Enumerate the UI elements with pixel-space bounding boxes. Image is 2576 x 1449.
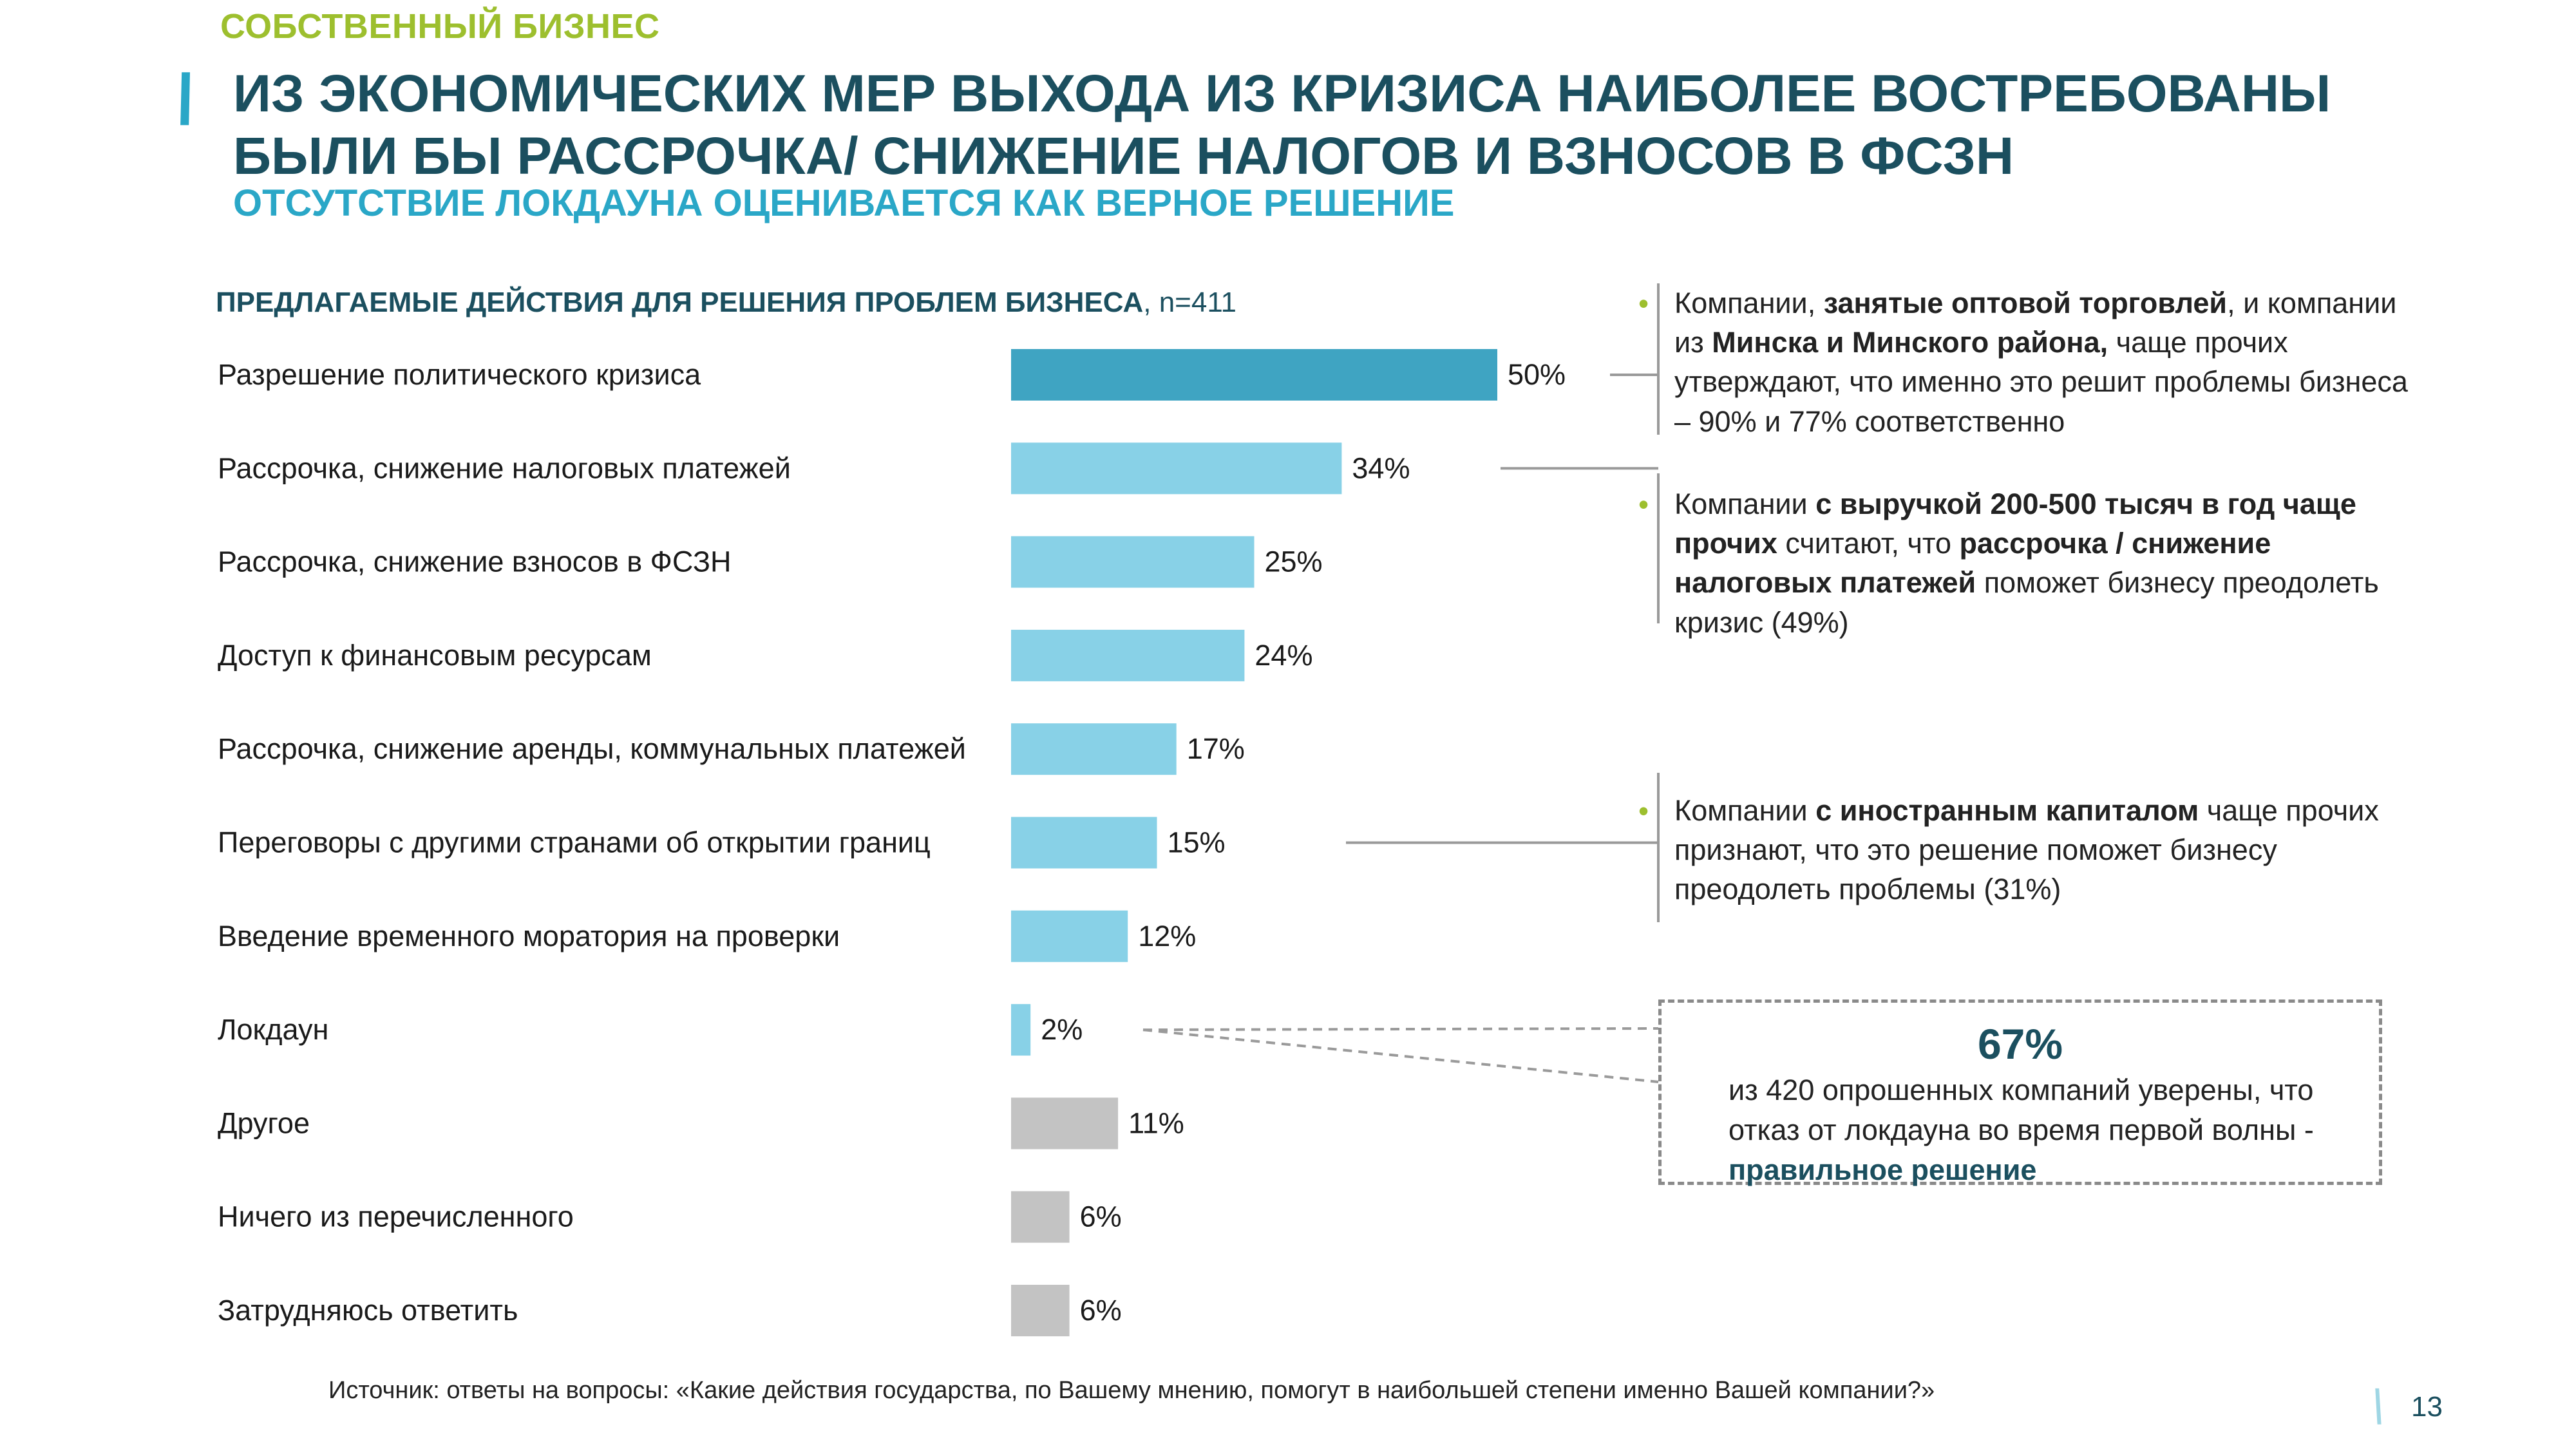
annotation-emphasis: с иностранным капиталом bbox=[1815, 794, 2199, 827]
category-label: Рассрочка, снижение налоговых платежей bbox=[218, 451, 791, 484]
chart-bars: Разрешение политического кризиса 50% Расср… bbox=[218, 349, 1566, 1336]
category-label: Рассрочка, снижение аренды, коммунальных… bbox=[218, 732, 966, 765]
callout-pointer bbox=[1142, 1027, 1659, 1032]
annotation-emphasis: с выручкой 200-500 тысяч в год чаще проч… bbox=[1674, 488, 2356, 560]
bullet-dot: • bbox=[1638, 488, 1649, 521]
annotation-bullet-2: • Компании с выручкой 200-500 тысяч в год… bbox=[1638, 484, 2415, 642]
page-title: ИЗ ЭКОНОМИЧЕСКИХ МЕР ВЫХОДА ИЗ КРИЗИСА Н… bbox=[233, 64, 2331, 185]
data-label: 6% bbox=[1080, 1200, 1122, 1233]
category-label: Рассрочка, снижение взносов в ФСЗН bbox=[218, 545, 732, 578]
source-note: Источник: ответы на вопросы: «Какие дейс… bbox=[328, 1377, 1935, 1404]
bar bbox=[1011, 536, 1255, 588]
annotation-connectors bbox=[1142, 283, 1660, 1083]
category-label: Ничего из перечисленного bbox=[218, 1200, 574, 1233]
annotation-bullet-1: • Компании, занятые оптовой торговлей, и … bbox=[1638, 283, 2415, 441]
annotation-text: Компании bbox=[1674, 488, 1816, 520]
chart-heading-text: ПРЕДЛАГАЕМЫЕ ДЕЙСТВИЯ ДЛЯ РЕШЕНИЯ ПРОБЛЕ… bbox=[216, 287, 1144, 318]
bar bbox=[1011, 817, 1157, 869]
data-label: 15% bbox=[1168, 826, 1226, 859]
category-label: Разрешение политического кризиса bbox=[218, 358, 701, 391]
bullet-dot: • bbox=[1638, 287, 1649, 320]
callout-pointer bbox=[1142, 1028, 1659, 1083]
data-label: 6% bbox=[1080, 1294, 1122, 1327]
data-label: 11% bbox=[1128, 1106, 1184, 1139]
category-label: Другое bbox=[218, 1106, 310, 1139]
chart-heading: ПРЕДЛАГАЕМЫЕ ДЕЙСТВИЯ ДЛЯ РЕШЕНИЯ ПРОБЛЕ… bbox=[216, 287, 1236, 319]
data-label: 2% bbox=[1041, 1013, 1083, 1046]
category-label: Затрудняюсь ответить bbox=[218, 1294, 518, 1327]
lockdown-callout-box: 67% из 420 опрошенных компаний уверены, … bbox=[1658, 999, 2382, 1186]
annotation-emphasis: рассрочка / снижение налоговых платежей bbox=[1674, 527, 2271, 600]
category-label: Локдаун bbox=[218, 1013, 328, 1046]
data-label: 25% bbox=[1265, 545, 1323, 578]
callout-text-body: из 420 опрошенных компаний уверены, что … bbox=[1728, 1074, 2314, 1147]
category-label: Доступ к финансовым ресурсам bbox=[218, 639, 652, 672]
data-label: 17% bbox=[1187, 732, 1245, 765]
annotation-text: Компании bbox=[1674, 794, 1816, 827]
annotation-text: считают, что bbox=[1777, 527, 1960, 560]
bar bbox=[1011, 910, 1128, 962]
bar bbox=[1011, 349, 1497, 401]
annotation-text: поможет бизнесу преодолеть кризис (49%) bbox=[1674, 566, 2379, 639]
data-label: 12% bbox=[1138, 920, 1196, 952]
category-label: Переговоры с другими странами об открыти… bbox=[218, 826, 931, 859]
annotation-text: , и компании из bbox=[1674, 287, 2397, 359]
annotation-emphasis: Минска и Минского района, bbox=[1712, 326, 2108, 359]
bar bbox=[1011, 629, 1245, 681]
data-label: 24% bbox=[1255, 639, 1312, 672]
bar bbox=[1011, 723, 1177, 775]
bar bbox=[1011, 1097, 1119, 1150]
page-subtitle: ОТСУТСТВИЕ ЛОКДАУНА ОЦЕНИВАЕТСЯ КАК ВЕРН… bbox=[233, 182, 1455, 224]
section-label: СОБСТВЕННЫЙ БИЗНЕС bbox=[220, 7, 660, 46]
bullet-dot: • bbox=[1638, 794, 1649, 828]
annotation-text: чаще прочих утверждают, что именно это р… bbox=[1674, 326, 2408, 438]
chart-sample-size: , n=411 bbox=[1143, 287, 1237, 318]
page-number: 13 bbox=[2411, 1391, 2443, 1423]
data-label: 50% bbox=[1508, 358, 1566, 391]
category-label: Введение временного моратория на проверк… bbox=[218, 920, 840, 952]
bar bbox=[1011, 442, 1342, 495]
bar bbox=[1011, 1285, 1070, 1336]
callout-highlight: правильное решение bbox=[1728, 1153, 2037, 1187]
bar bbox=[1011, 1191, 1070, 1243]
data-label: 34% bbox=[1352, 451, 1410, 484]
annotation-text: Компании, bbox=[1674, 287, 1824, 319]
annotation-emphasis: занятые оптовой торговлей bbox=[1823, 287, 2228, 319]
annotation-text: чаще прочих признают, что это решение по… bbox=[1674, 794, 2379, 906]
annotation-bullet-3: • Компании с иностранным капиталом чаще п… bbox=[1638, 791, 2415, 909]
bar bbox=[1011, 1004, 1031, 1056]
callout-text: из 420 опрошенных компаний уверены, что … bbox=[1728, 1070, 2347, 1190]
callout-percent: 67% bbox=[1977, 1020, 2063, 1068]
